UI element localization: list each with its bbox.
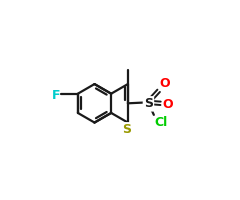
Text: Cl: Cl bbox=[155, 116, 168, 129]
Text: S: S bbox=[144, 97, 153, 110]
Text: S: S bbox=[123, 123, 132, 136]
Text: F: F bbox=[51, 89, 60, 102]
Text: O: O bbox=[159, 77, 170, 90]
Text: O: O bbox=[162, 98, 173, 111]
